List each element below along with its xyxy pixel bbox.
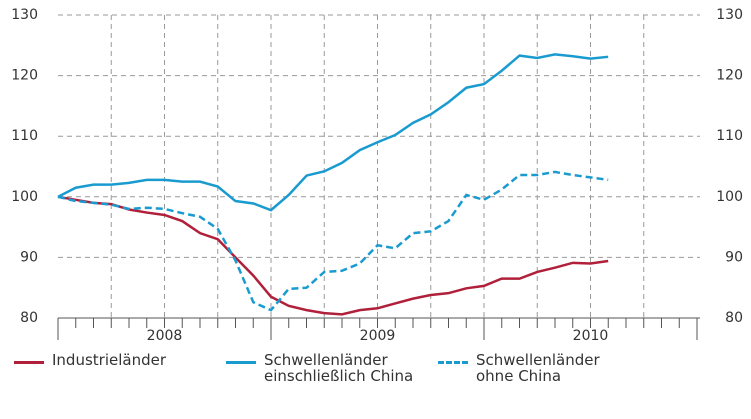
y2-tick-label: 100 xyxy=(716,189,743,205)
legend-swatch xyxy=(14,361,44,364)
y-tick-label: 130 xyxy=(11,7,38,23)
legend-item: Schwellenländer einschließlich China xyxy=(226,352,424,384)
y-tick-label: 90 xyxy=(20,249,38,265)
y-tick-label: 100 xyxy=(11,189,38,205)
legend-item: Industrieländer xyxy=(14,352,212,384)
legend-swatch xyxy=(226,361,256,364)
series-line xyxy=(57,195,609,316)
x-tick-label: 2010 xyxy=(573,328,609,344)
y-tick-label: 120 xyxy=(11,68,38,84)
series-line xyxy=(57,53,609,212)
y2-tick-label: 80 xyxy=(725,310,743,326)
legend-swatch xyxy=(438,361,468,364)
y-tick-label: 110 xyxy=(11,128,38,144)
legend-label: Schwellenländer ohne China xyxy=(476,351,600,385)
y2-tick-label: 110 xyxy=(716,128,743,144)
y-tick-label: 80 xyxy=(20,310,38,326)
y2-tick-label: 90 xyxy=(725,249,743,265)
legend-label: Industrieländer xyxy=(52,351,167,369)
legend-label: Schwellenländer einschließlich China xyxy=(264,351,414,385)
x-tick-label: 2008 xyxy=(147,328,183,344)
y2-tick-label: 130 xyxy=(716,7,743,23)
legend: Industrieländer Schwellenländer einschlie… xyxy=(0,352,751,384)
x-tick-label: 2009 xyxy=(360,328,396,344)
chart: 80 90 100 110 120 130 80 90 100 110 120 130 2008 2009… xyxy=(11,7,743,344)
y2-tick-label: 120 xyxy=(716,68,743,84)
series-line xyxy=(57,170,609,312)
legend-item: Schwellenländer ohne China xyxy=(438,352,636,384)
